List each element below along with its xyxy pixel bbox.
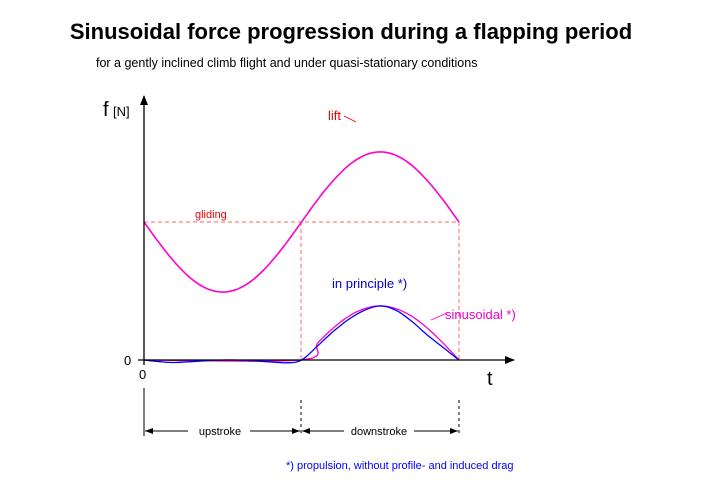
x-zero-label: 0 bbox=[139, 367, 146, 382]
y-axis-label-unit: [N] bbox=[113, 104, 130, 119]
chart-title: Sinusoidal force progression during a fl… bbox=[70, 19, 632, 44]
sinusoidal-label-leader bbox=[430, 312, 448, 321]
footnote: *) propulsion, without profile- and indu… bbox=[286, 460, 513, 472]
in-principle-propulsion-curve bbox=[143, 305, 460, 364]
sinusoidal-label: sinusoidal *) bbox=[445, 307, 516, 322]
lift-curve bbox=[143, 151, 460, 293]
in-principle-label: in principle *) bbox=[332, 276, 407, 291]
lift-label: lift bbox=[328, 108, 341, 123]
sinusoidal-propulsion-curve bbox=[143, 305, 460, 362]
y-zero-label: 0 bbox=[124, 353, 131, 368]
y-axis-label: f bbox=[103, 99, 109, 121]
x-axis-label: t bbox=[487, 368, 493, 390]
gliding-label: gliding bbox=[195, 209, 227, 221]
lift-label-leader bbox=[343, 115, 357, 123]
upstroke-label: upstroke bbox=[199, 426, 241, 438]
downstroke-label: downstroke bbox=[351, 426, 407, 438]
chart-subtitle: for a gently inclined climb flight and u… bbox=[96, 56, 477, 70]
